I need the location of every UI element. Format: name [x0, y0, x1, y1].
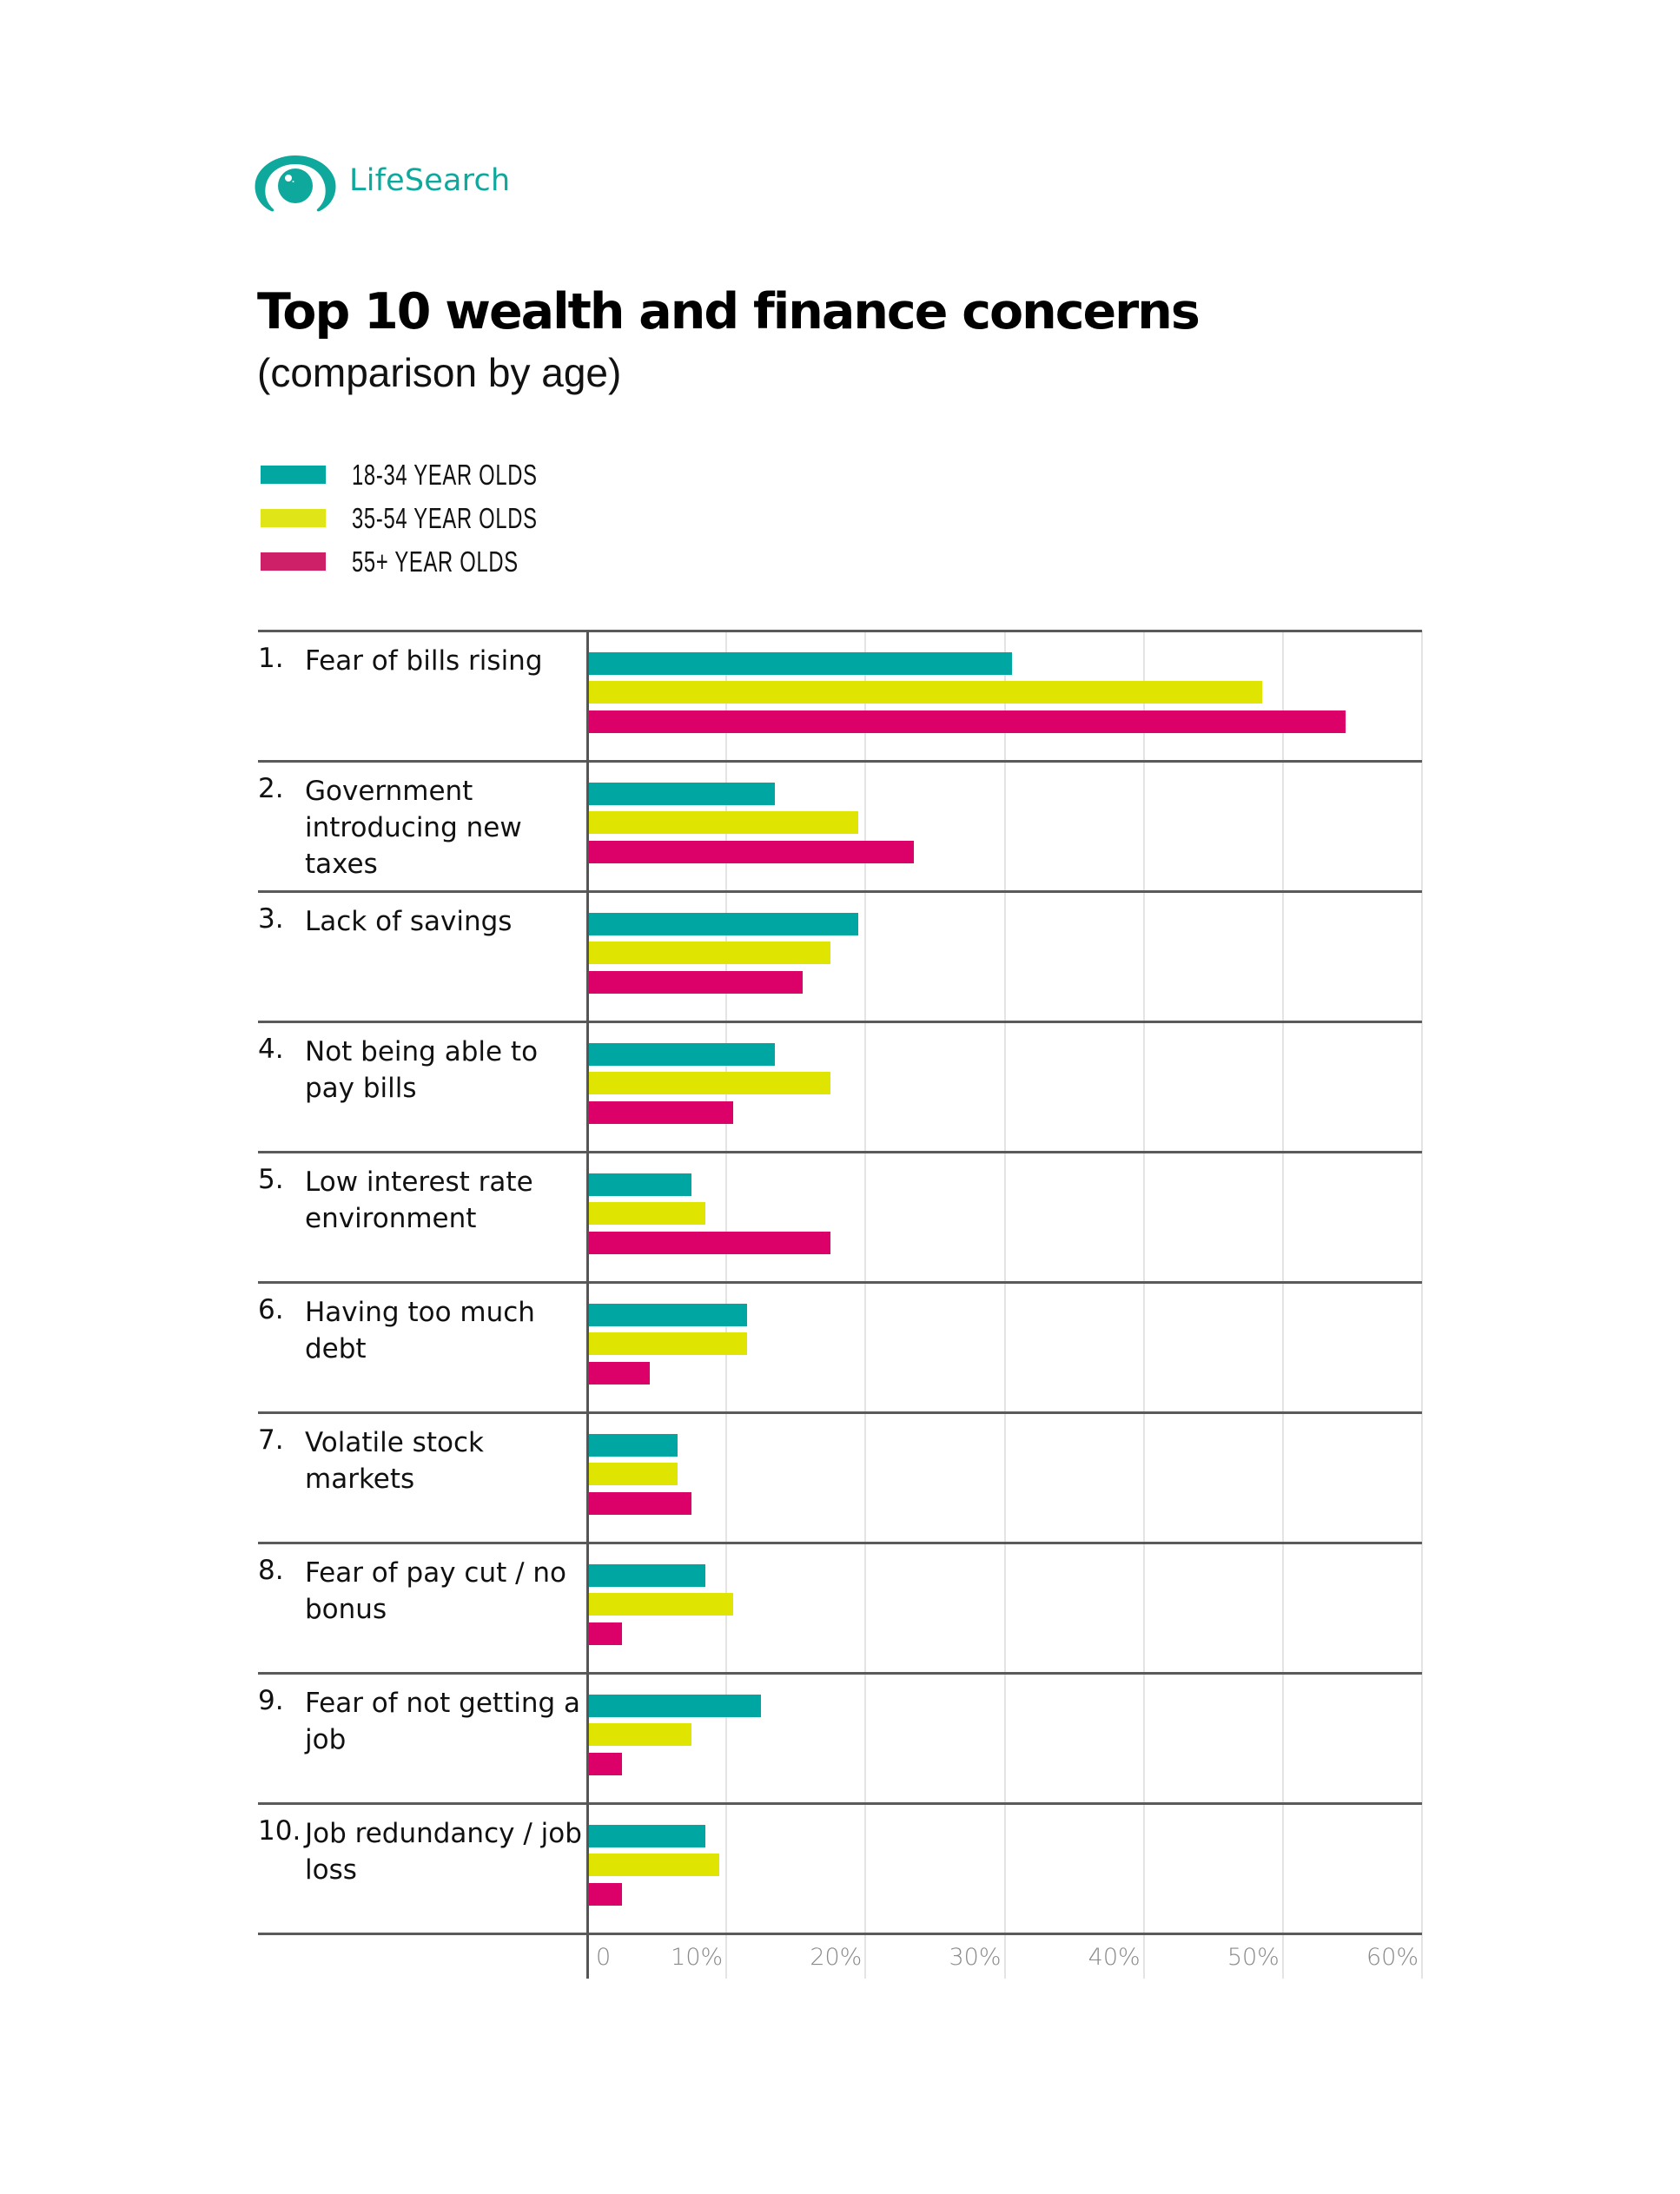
bar-18-34	[587, 652, 1012, 675]
row-rank: 7.	[258, 1424, 284, 1456]
legend-label: 55+ YEAR OLDS	[352, 545, 519, 578]
chart-subtitle: (comparison by age)	[257, 350, 622, 395]
x-tick-label: 10%	[671, 1944, 724, 1971]
x-tick-label: 40%	[1088, 1944, 1141, 1971]
gridline	[864, 631, 867, 1979]
bar-18-34	[587, 1304, 748, 1326]
bar-35-54	[587, 811, 859, 834]
chart-row: 4. Not being able to pay bills	[258, 1021, 1422, 1152]
bar-35-54	[587, 1593, 734, 1616]
row-label: Having too much debt	[305, 1297, 535, 1365]
row-label: Fear of pay cut / no bonus	[305, 1557, 567, 1625]
x-tick-label: 60%	[1366, 1944, 1419, 1971]
row-divider	[258, 630, 1422, 632]
row-label: Volatile stock markets	[305, 1427, 484, 1495]
bar-55-plus	[587, 1883, 623, 1906]
gridline	[1421, 631, 1423, 1979]
row-rank: 8.	[258, 1555, 284, 1586]
chart-row: 9. Fear of not getting a job	[258, 1673, 1422, 1803]
chart-row: 7. Volatile stock markets	[258, 1412, 1422, 1543]
legend-item-55-plus: 55+ YEAR OLDS	[261, 544, 518, 578]
bar-35-54	[587, 1202, 706, 1225]
legend-label: 18-34 YEAR OLDS	[352, 459, 538, 491]
row-label: Job redundancy / job loss	[305, 1818, 582, 1886]
bar-18-34	[587, 1173, 692, 1196]
bar-35-54	[587, 681, 1262, 704]
bar-18-34	[587, 913, 859, 935]
bar-55-plus	[587, 1492, 692, 1515]
row-divider	[258, 760, 1422, 763]
bar-55-plus	[587, 971, 804, 994]
row-divider	[258, 1151, 1422, 1153]
bar-18-34	[587, 1825, 706, 1847]
chart-row: 8. Fear of pay cut / no bonus	[258, 1543, 1422, 1673]
eye-icon	[255, 155, 336, 212]
chart-row: 5. Low interest rate environment	[258, 1152, 1422, 1282]
chart-row: 1. Fear of bills rising	[258, 631, 1422, 761]
x-tick-label: 20%	[810, 1944, 863, 1971]
bar-35-54	[587, 1854, 720, 1876]
legend-swatch-yellow	[261, 508, 326, 527]
row-label: Government introducing new taxes	[305, 776, 522, 880]
gridline	[1142, 631, 1145, 1979]
brand-name: LifeSearch	[349, 163, 511, 198]
chart-row: 6. Having too much debt	[258, 1282, 1422, 1412]
row-label: Lack of savings	[305, 906, 513, 937]
chart-row: 3. Lack of savings	[258, 891, 1422, 1021]
row-rank: 1.	[258, 643, 284, 674]
bar-55-plus	[587, 710, 1346, 733]
row-divider	[258, 1802, 1422, 1805]
bar-55-plus	[587, 1232, 831, 1254]
row-rank: 6.	[258, 1294, 284, 1325]
row-rank: 9.	[258, 1685, 284, 1716]
chart-row: 2. Government introducing new taxes	[258, 761, 1422, 891]
gridline	[1281, 631, 1284, 1979]
legend-label: 35-54 YEAR OLDS	[352, 502, 538, 534]
bar-18-34	[587, 783, 776, 805]
row-divider	[258, 1021, 1422, 1023]
bar-18-34	[587, 1564, 706, 1587]
gridline	[1003, 631, 1006, 1979]
row-divider	[258, 1411, 1422, 1414]
row-label: Fear of bills rising	[305, 645, 543, 677]
bar-55-plus	[587, 1622, 623, 1645]
row-label: Fear of not getting a job	[305, 1688, 581, 1755]
row-rank: 2.	[258, 773, 284, 804]
x-tick-label: 0	[596, 1944, 612, 1971]
chart-title: Top 10 wealth and finance concerns	[257, 283, 1200, 340]
row-rank: 3.	[258, 903, 284, 935]
legend-swatch-teal	[261, 465, 326, 484]
bar-55-plus	[587, 1362, 651, 1384]
row-divider	[258, 1281, 1422, 1284]
x-tick-label: 30%	[949, 1944, 1002, 1971]
row-rank: 10.	[258, 1815, 301, 1847]
bar-55-plus	[587, 841, 915, 863]
legend-item-35-54: 35-54 YEAR OLDS	[261, 500, 537, 535]
y-axis-line	[586, 631, 589, 1979]
x-tick-label: 50%	[1227, 1944, 1280, 1971]
row-divider	[258, 890, 1422, 893]
legend-item-18-34: 18-34 YEAR OLDS	[261, 457, 537, 492]
bar-18-34	[587, 1434, 678, 1457]
legend-swatch-pink	[261, 552, 326, 571]
row-divider	[258, 1933, 1422, 1935]
bar-55-plus	[587, 1753, 623, 1775]
bar-35-54	[587, 942, 831, 964]
row-rank: 5.	[258, 1164, 284, 1195]
bar-35-54	[587, 1723, 692, 1746]
row-rank: 4.	[258, 1034, 284, 1065]
bar-55-plus	[587, 1101, 734, 1124]
chart-row: 10. Job redundancy / job loss	[258, 1803, 1422, 1933]
row-divider	[258, 1542, 1422, 1544]
row-label: Low interest rate environment	[305, 1166, 533, 1234]
brand-logo: LifeSearch	[252, 153, 510, 215]
bar-35-54	[587, 1332, 748, 1355]
bar-18-34	[587, 1695, 762, 1717]
row-divider	[258, 1672, 1422, 1675]
bar-35-54	[587, 1463, 678, 1485]
row-label: Not being able to pay bills	[305, 1036, 539, 1104]
bar-18-34	[587, 1043, 776, 1066]
bar-35-54	[587, 1072, 831, 1094]
